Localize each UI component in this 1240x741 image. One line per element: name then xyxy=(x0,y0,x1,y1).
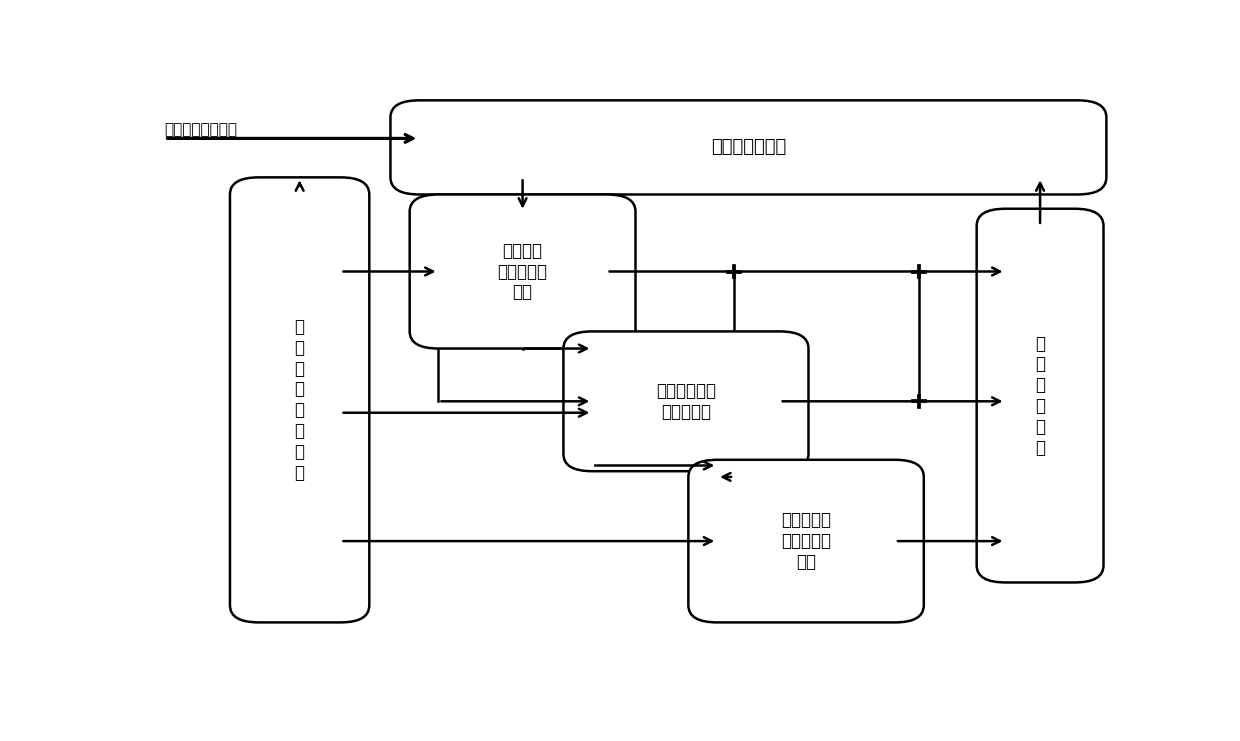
Text: 寄存器控制电路: 寄存器控制电路 xyxy=(711,139,786,156)
FancyBboxPatch shape xyxy=(229,177,370,622)
FancyBboxPatch shape xyxy=(391,100,1106,194)
Text: 逻辑单元延
迟脉冲定时
电路: 逻辑单元延 迟脉冲定时 电路 xyxy=(781,511,831,571)
Text: 脉
冲
输
出
电
路: 脉 冲 输 出 电 路 xyxy=(1035,335,1045,456)
Text: 系统时钟
脉冲定时器
电路: 系统时钟 脉冲定时器 电路 xyxy=(497,242,548,302)
Text: 环路振荡器脉
冲定时电路: 环路振荡器脉 冲定时电路 xyxy=(656,382,715,421)
FancyBboxPatch shape xyxy=(563,331,808,471)
FancyBboxPatch shape xyxy=(688,459,924,622)
Text: 系
统
时
钟
输
入
电
路: 系 统 时 钟 输 入 电 路 xyxy=(295,318,305,482)
Text: 脉冲宽度输入数据: 脉冲宽度输入数据 xyxy=(165,122,238,137)
FancyBboxPatch shape xyxy=(409,194,635,348)
FancyBboxPatch shape xyxy=(977,209,1104,582)
